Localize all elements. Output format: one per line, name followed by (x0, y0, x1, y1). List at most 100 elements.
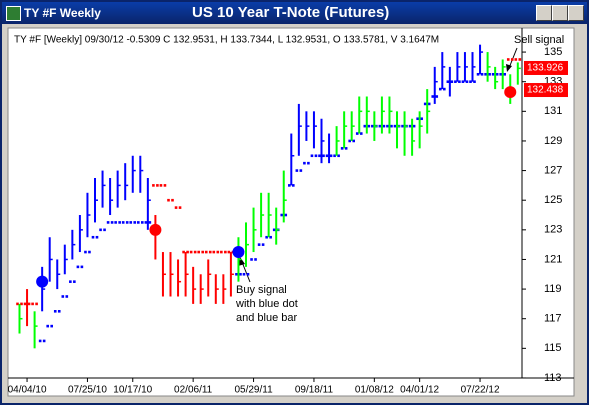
stop-dot (439, 87, 442, 91)
stop-dot (386, 124, 389, 128)
stop-dot (382, 124, 386, 128)
stop-dot (416, 117, 419, 121)
stop-dot (99, 228, 102, 232)
stop-dot (322, 154, 325, 158)
stop-dot (129, 221, 133, 224)
stop-dot (359, 132, 363, 135)
stop-dot (159, 184, 163, 187)
stop-dot (318, 154, 321, 158)
annotation: Buy signal (236, 284, 287, 296)
stop-dot (53, 310, 57, 313)
stop-dot (224, 250, 227, 254)
stop-dot (73, 280, 76, 283)
arrow (241, 261, 251, 283)
stop-dot (454, 80, 457, 83)
stop-dot (250, 258, 253, 261)
arrow-head (506, 64, 512, 72)
plot-frame (7, 27, 575, 397)
stop-dot (35, 302, 38, 306)
stop-dot (46, 324, 49, 328)
stop-dot (121, 221, 125, 224)
x-tick-label: 05/29/11 (234, 385, 273, 396)
x-tick-label: 04/01/12 (400, 385, 439, 396)
stop-dot (443, 87, 446, 91)
x-tick-label: 10/17/10 (113, 385, 152, 396)
x-tick-label: 09/18/11 (295, 385, 334, 396)
annotation: Sell signal (514, 34, 564, 46)
stop-dot (292, 184, 295, 187)
stop-dot (193, 250, 197, 254)
stop-dot (473, 80, 476, 83)
stop-dot (367, 124, 371, 128)
stop-dot (144, 221, 148, 224)
app-icon (6, 6, 21, 21)
close-button[interactable] (568, 5, 584, 21)
stop-dot (393, 124, 397, 128)
stop-dot (257, 243, 261, 246)
stop-dot (84, 250, 87, 254)
stop-dot (337, 154, 340, 158)
stop-dot (186, 250, 189, 254)
stop-dot (355, 132, 359, 135)
maximize-button[interactable] (552, 5, 568, 21)
stop-dot (208, 250, 212, 254)
stop-dot (80, 265, 84, 269)
stop-dot (390, 124, 393, 128)
stop-dot (427, 102, 431, 106)
stop-dot (423, 102, 427, 106)
stop-dot (435, 95, 439, 98)
stop-dot (204, 250, 208, 254)
stop-dot (510, 58, 514, 61)
stop-dot (114, 221, 117, 224)
stop-dot (61, 295, 65, 298)
y-tick-label: 115 (544, 342, 562, 354)
stop-dot (31, 302, 34, 306)
signal (36, 275, 49, 288)
stop-dot (420, 117, 423, 121)
stop-dot (480, 72, 484, 76)
stop-dot (491, 72, 495, 76)
stop-dot (178, 206, 182, 209)
stop-dot (307, 161, 310, 165)
stop-dot (91, 235, 95, 239)
stop-dot (167, 198, 170, 202)
stop-dot (284, 213, 288, 217)
stop-dot (299, 169, 303, 172)
stop-dot (446, 80, 450, 83)
stop-dot (182, 250, 185, 254)
stop-dot (461, 80, 465, 83)
stop-dot (314, 154, 318, 158)
y-tick-label: 119 (544, 283, 562, 295)
stop-dot (272, 228, 276, 232)
stop-dot (110, 221, 114, 224)
stop-dot (344, 147, 348, 150)
stop-dot (514, 58, 518, 61)
y-tick-label: 113 (544, 372, 562, 384)
y-tick-label: 125 (544, 194, 562, 206)
stop-dot (125, 221, 129, 224)
stop-dot (76, 265, 80, 269)
minimize-button[interactable] (536, 5, 552, 21)
stop-dot (118, 221, 121, 224)
y-tick-label: 127 (544, 164, 562, 176)
x-tick-label: 07/25/10 (68, 385, 107, 396)
price-tag (524, 60, 568, 75)
stop-dot (189, 250, 193, 254)
info-line: TY #F [Weekly] 09/30/12 -0.5309 C 132.95… (14, 35, 439, 46)
stop-dot (484, 72, 487, 76)
signal (232, 246, 245, 259)
stop-dot (348, 139, 351, 143)
stop-dot (254, 258, 257, 261)
stop-dot (431, 95, 435, 98)
stop-dot (227, 250, 231, 254)
stop-dot (408, 124, 412, 128)
annotation: with blue dot (235, 298, 298, 310)
stop-dot (197, 250, 200, 254)
stop-dot (476, 72, 480, 76)
stop-dot (239, 272, 242, 276)
y-tick-label: 121 (544, 253, 562, 265)
symbol: TY #F Weekly (24, 6, 101, 20)
stop-dot (503, 72, 506, 76)
stop-dot (412, 124, 416, 128)
stop-dot (65, 295, 69, 298)
